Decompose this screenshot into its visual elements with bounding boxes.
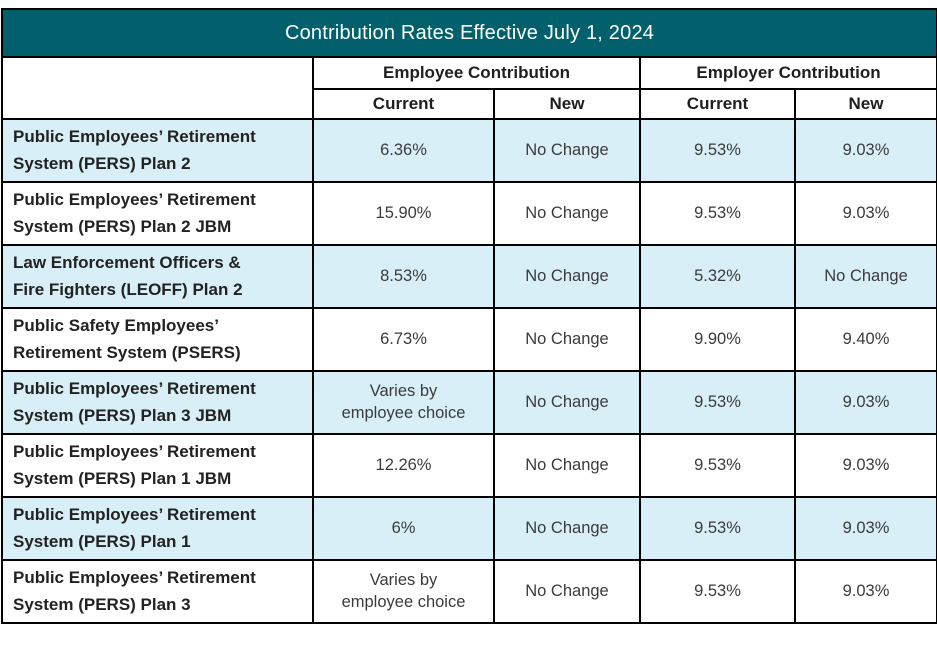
employer-new-header: New [793, 88, 937, 120]
table-row-pers-plan-2-jbm: Public Employees’ Retirement System (PER… [1, 181, 937, 246]
employer-current-value: 9.53% [639, 370, 796, 435]
table-row-pers-plan-3-jbm: Public Employees’ Retirement System (PER… [1, 370, 937, 435]
plan-name: Law Enforcement Officers & Fire Fighters… [1, 244, 314, 309]
employer-current-value: 9.53% [639, 559, 796, 624]
employer-current-value: 9.53% [639, 433, 796, 498]
contribution-rates-table: Contribution Rates Effective July 1, 202… [0, 8, 937, 624]
employer-current-value: 9.53% [639, 181, 796, 246]
employer-current-value: 9.90% [639, 307, 796, 372]
plan-name: Public Employees’ Retirement System (PER… [1, 496, 314, 561]
employee-current-value: 6.73% [312, 307, 495, 372]
employer-current-header: Current [639, 88, 796, 120]
sub-header-row: Current New Current New [2, 88, 937, 120]
employer-new-value: 9.03% [793, 496, 937, 561]
plan-name: Public Employees’ Retirement System (PER… [1, 181, 314, 246]
employer-new-value: 9.03% [793, 559, 937, 624]
employee-new-header: New [493, 88, 641, 120]
plan-name: Public Employees’ Retirement System (PER… [1, 118, 314, 183]
employer-current-value: 9.53% [639, 118, 796, 183]
table-row-pers-plan-1-jbm: Public Employees’ Retirement System (PER… [1, 433, 937, 498]
employee-new-value: No Change [493, 307, 641, 372]
employee-current-value: Varies by employee choice [312, 370, 495, 435]
title-row: Contribution Rates Effective July 1, 202… [0, 8, 937, 58]
employer-new-value: No Change [793, 244, 937, 309]
plan-name: Public Employees’ Retirement System (PER… [1, 370, 314, 435]
employer-new-value: 9.40% [793, 307, 937, 372]
employee-current-value: Varies by employee choice [312, 559, 495, 624]
table-row-pers-plan-3: Public Employees’ Retirement System (PER… [1, 559, 937, 624]
plan-column-header-blank [1, 56, 314, 120]
employee-contribution-header: Employee Contribution [312, 56, 641, 90]
plan-name: Public Employees’ Retirement System (PER… [1, 559, 314, 624]
plan-name: Public Safety Employees’ Retirement Syst… [1, 307, 314, 372]
employee-new-value: No Change [493, 370, 641, 435]
table-row-psers: Public Safety Employees’ Retirement Syst… [1, 307, 937, 372]
table-row-pers-plan-2: Public Employees’ Retirement System (PER… [1, 118, 937, 183]
plan-name: Public Employees’ Retirement System (PER… [1, 433, 314, 498]
employee-current-value: 8.53% [312, 244, 495, 309]
employee-new-value: No Change [493, 433, 641, 498]
employer-new-value: 9.03% [793, 181, 937, 246]
employee-current-header: Current [312, 88, 495, 120]
employee-current-value: 15.90% [312, 181, 495, 246]
employee-new-value: No Change [493, 244, 641, 309]
employee-current-value: 6.36% [312, 118, 495, 183]
table-row-pers-plan-1: Public Employees’ Retirement System (PER… [1, 496, 937, 561]
employer-new-value: 9.03% [793, 118, 937, 183]
employee-new-value: No Change [493, 118, 641, 183]
page-title: Contribution Rates Effective July 1, 202… [0, 8, 937, 58]
employer-current-value: 9.53% [639, 496, 796, 561]
employee-new-value: No Change [493, 496, 641, 561]
employee-new-value: No Change [493, 181, 641, 246]
group-header-row: Employee Contribution Employer Contribut… [1, 56, 937, 120]
employee-current-value: 12.26% [312, 433, 495, 498]
table-row-leoff-plan-2: Law Enforcement Officers & Fire Fighters… [1, 244, 937, 309]
employee-current-value: 6% [312, 496, 495, 561]
employer-new-value: 9.03% [793, 433, 937, 498]
employer-current-value: 5.32% [639, 244, 796, 309]
employer-new-value: 9.03% [793, 370, 937, 435]
employee-new-value: No Change [493, 559, 641, 624]
employer-contribution-header: Employer Contribution [638, 56, 937, 90]
